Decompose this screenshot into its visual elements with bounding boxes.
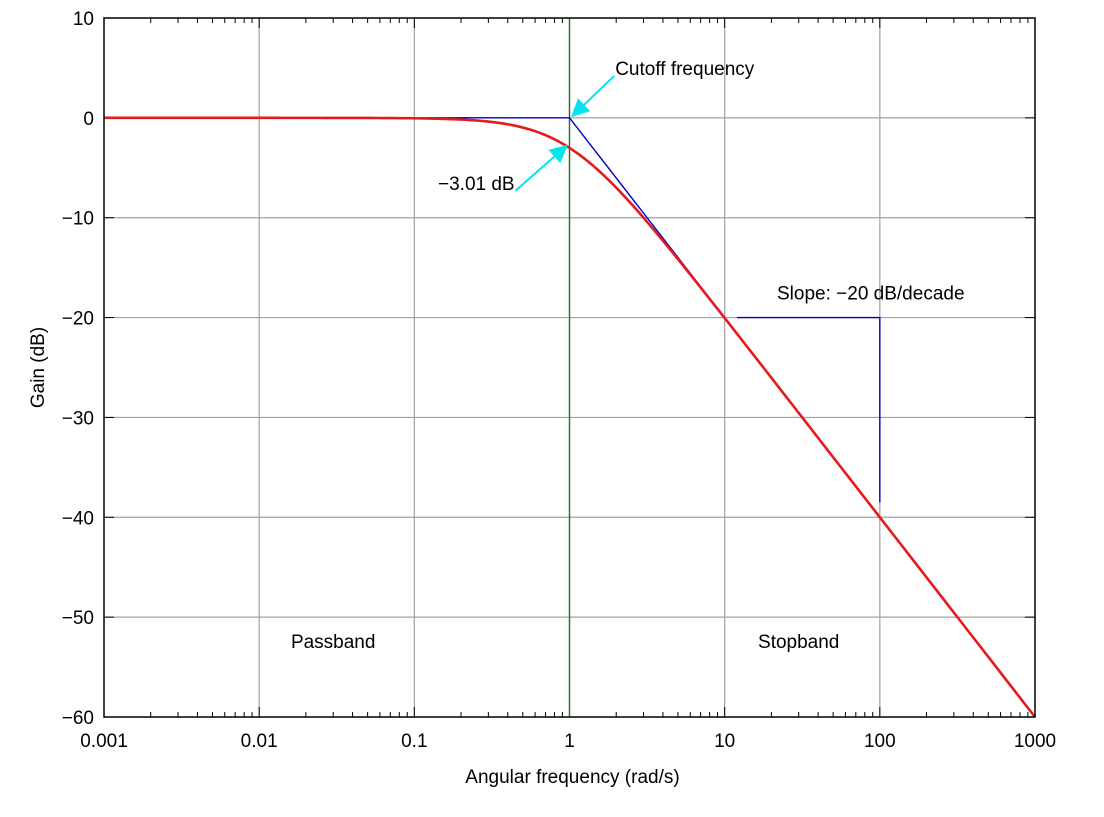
stopband-label: Stopband bbox=[758, 632, 839, 653]
gain-curve bbox=[104, 116, 1037, 718]
y-tick-label: −10 bbox=[62, 209, 94, 230]
y-axis-label: Gain (dB) bbox=[28, 327, 49, 408]
x-tick-label: 0.1 bbox=[401, 731, 427, 752]
y-tick-label: −30 bbox=[62, 408, 94, 429]
y-tick-label: −40 bbox=[62, 508, 94, 529]
x-tick-label: 0.01 bbox=[241, 731, 278, 752]
x-tick-label: 1 bbox=[564, 731, 575, 752]
y-tick-label: 10 bbox=[73, 9, 94, 30]
plot-frame bbox=[103, 17, 1036, 718]
x-tick-label: 1000 bbox=[1014, 731, 1056, 752]
minus-3db-label: −3.01 dB bbox=[438, 174, 515, 195]
y-tick-label: −50 bbox=[62, 608, 94, 629]
x-tick-label: 10 bbox=[714, 731, 735, 752]
minus-3db-arrow bbox=[514, 144, 568, 192]
annotations: Cutoff frequency −3.01 dB Slope: −20 dB/… bbox=[291, 59, 965, 653]
series-layer bbox=[104, 18, 1037, 718]
y-tick-labels: 10 0 −10 −20 −30 −40 −50 −60 bbox=[62, 9, 94, 729]
x-tick-label: 0.001 bbox=[80, 731, 128, 752]
passband-label: Passband bbox=[291, 632, 376, 653]
cutoff-arrow bbox=[571, 75, 615, 118]
x-tick-label: 100 bbox=[864, 731, 896, 752]
slope-triangle bbox=[736, 316, 881, 503]
y-tick-label: −60 bbox=[62, 708, 94, 729]
slope-label: Slope: −20 dB/decade bbox=[777, 284, 965, 305]
cutoff-frequency-label: Cutoff frequency bbox=[615, 59, 755, 80]
x-tick-labels: 0.001 0.01 0.1 1 10 100 1000 bbox=[80, 731, 1056, 752]
x-axis-label: Angular frequency (rad/s) bbox=[465, 767, 679, 788]
y-tick-label: −20 bbox=[62, 309, 94, 330]
y-tick-label: 0 bbox=[83, 109, 94, 130]
